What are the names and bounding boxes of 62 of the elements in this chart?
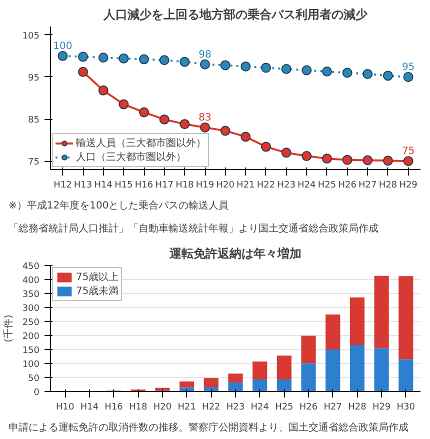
legend-label: 75歳以上 (76, 270, 119, 284)
x-tick-label: H21 (178, 402, 196, 412)
x-tick-label: H14 (80, 402, 99, 412)
y-tick-label: 250 (22, 318, 40, 328)
data-label: 95 (402, 62, 415, 73)
x-tick-label: H26 (299, 402, 318, 412)
x-tick-label: H23 (226, 402, 245, 412)
x-tick-label: H21 (236, 180, 255, 190)
data-label: 75 (402, 146, 415, 158)
y-tick-label: 85 (28, 116, 40, 126)
y-tick-label: 300 (22, 304, 40, 314)
x-tick-label: H20 (216, 180, 235, 190)
x-tick-label: H22 (256, 180, 276, 190)
x-tick-label: H18 (129, 402, 148, 412)
y-tick-label: 350 (22, 290, 40, 300)
y-tick-label: 50 (28, 374, 40, 384)
x-tick-label: H28 (348, 402, 367, 412)
legend-label: 人口（三大都市圏以外） (76, 150, 186, 164)
x-tick-label: H30 (396, 402, 416, 412)
y-tick-label: 450 (22, 262, 40, 272)
y-tick-label: 200 (22, 332, 40, 342)
x-tick-label: H23 (277, 180, 296, 190)
x-tick-label: H18 (176, 180, 194, 190)
x-tick-label: H16 (134, 180, 154, 190)
x-tick-label: H22 (202, 402, 220, 412)
x-tick-label: H27 (324, 402, 342, 412)
y-tick-label: 75 (28, 158, 40, 168)
x-tick-label: H28 (378, 180, 398, 190)
x-tick-label: H12 (54, 180, 72, 190)
x-tick-label: H15 (114, 180, 133, 190)
data-label: 100 (53, 40, 72, 52)
text: 申請による運転免許の取消件数の推移。警察庁公開資料より、国土交通省総合政策局作成 (8, 422, 408, 434)
y-tick-label: 150 (22, 346, 40, 356)
y-tick-label: 100 (22, 360, 40, 370)
x-tick-label: H26 (338, 180, 357, 190)
chart-title: 人口減少を上回る地方部の乗合バス利用者の減少 (102, 8, 368, 22)
chart-title: 運転免許返納は年々増加 (168, 246, 302, 260)
y-tick-label: 95 (28, 73, 40, 84)
text: 「総務省統計局人口推計」「自動車輸送統計年報」より国土交通省総合政策局作成 (8, 222, 378, 234)
legend-label: 輸送人員（三大都市圏以外） (76, 136, 206, 150)
text: ※）平成12年度を100とした乗合バスの輸送人員 (8, 200, 229, 212)
x-tick-label: H24 (250, 402, 270, 412)
y-tick-label: 400 (22, 276, 40, 286)
x-tick-label: H10 (56, 402, 74, 412)
x-tick-label: H25 (275, 402, 294, 412)
legend-label: 75歳未満 (76, 284, 119, 298)
x-tick-label: H24 (298, 180, 316, 190)
x-tick-label: H25 (318, 180, 336, 190)
data-label: 83 (198, 112, 212, 124)
y-tick-label: 105 (22, 31, 40, 42)
x-tick-label: H29 (372, 402, 391, 412)
y-axis-title: (千件) (2, 314, 14, 342)
data-label: 98 (198, 49, 212, 60)
x-tick-label: H20 (153, 402, 172, 412)
y-tick-label: 0 (34, 388, 40, 398)
x-tick-label: H27 (358, 180, 377, 190)
x-tick-label: H13 (74, 180, 92, 190)
x-tick-label: H14 (94, 180, 113, 190)
x-tick-label: H17 (155, 180, 174, 190)
x-tick-label: H29 (399, 180, 418, 190)
x-tick-label: H19 (196, 180, 214, 190)
x-tick-label: H16 (104, 402, 124, 412)
